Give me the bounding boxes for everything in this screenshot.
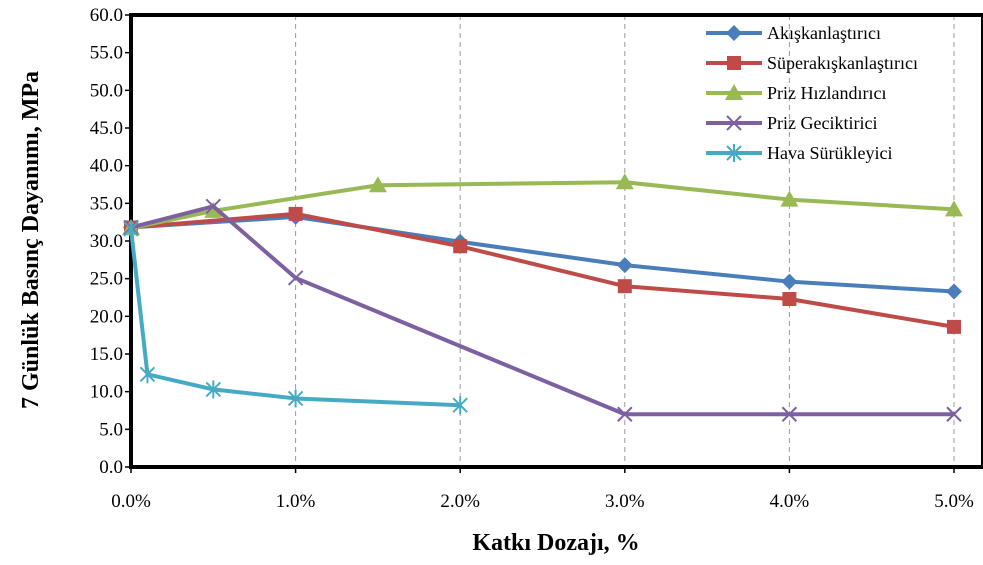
data-point-marker <box>946 283 962 300</box>
marker-stroke <box>287 270 304 286</box>
legend-label: Akışkanlaştırıcı <box>767 23 881 43</box>
legend-label: Süperakışkanlaştırıcı <box>767 53 918 73</box>
legend-entry: Priz Geciktirici <box>706 113 877 133</box>
y-tick-label: 40.0 <box>90 156 123 177</box>
data-point-marker <box>946 406 962 422</box>
series-line <box>130 180 955 231</box>
y-tick-label: 50.0 <box>90 80 123 101</box>
marker-stroke <box>726 115 742 131</box>
marker-stroke <box>946 406 962 422</box>
data-point-marker <box>288 206 303 221</box>
marker-stroke <box>617 406 633 422</box>
data-point-marker <box>781 406 798 422</box>
data-point-marker <box>727 56 741 70</box>
y-tick-label: 5.0 <box>99 419 123 440</box>
data-point-marker <box>780 190 799 207</box>
x-tick-label: 3.0% <box>605 491 645 512</box>
x-tick-label: 0.0% <box>111 491 151 512</box>
data-point-marker <box>617 406 633 422</box>
data-point-marker <box>725 84 743 100</box>
data-point-marker <box>287 389 304 408</box>
data-point-marker <box>368 176 387 193</box>
legend-label: Priz Geciktirici <box>767 113 877 133</box>
series-line <box>130 211 955 329</box>
data-point-marker <box>726 115 742 131</box>
x-tick-label: 2.0% <box>440 491 480 512</box>
y-tick-label: 20.0 <box>90 306 123 327</box>
y-tick-label: 60.0 <box>90 5 123 26</box>
legend-label: Priz Hızlandırıcı <box>767 83 886 103</box>
y-tick-label: 25.0 <box>90 269 123 290</box>
y-tick-label: 55.0 <box>90 43 123 64</box>
y-tick-label: 30.0 <box>90 231 123 252</box>
marker-stroke <box>205 198 222 215</box>
legend-entry: Hava Sürükleyici <box>706 143 892 163</box>
series-line <box>130 214 955 294</box>
data-point-marker <box>781 273 798 290</box>
data-point-marker <box>947 319 961 334</box>
data-point-marker <box>287 270 304 286</box>
data-point-marker <box>615 173 634 190</box>
x-axis-title: Katkı Dozajı, % <box>472 530 639 556</box>
series-group <box>122 173 963 422</box>
series-asterisk <box>123 219 468 415</box>
y-axis-title: 7 Günlük Basınç Dayanımı, MPa <box>18 71 44 409</box>
data-point-marker <box>726 144 742 162</box>
y-tick-label: 45.0 <box>90 118 123 139</box>
series-x <box>123 198 962 422</box>
legend-entry: Süperakışkanlaştırıcı <box>706 53 918 73</box>
data-point-marker <box>205 380 222 399</box>
legend-entry: Akışkanlaştırıcı <box>706 23 881 43</box>
data-point-marker <box>782 292 797 307</box>
y-tick-label: 35.0 <box>90 193 123 214</box>
data-point-marker <box>945 200 963 217</box>
x-tick-label: 1.0% <box>276 491 316 512</box>
marker-stroke <box>781 406 798 422</box>
x-tick-label: 5.0% <box>934 491 974 512</box>
data-point-marker <box>452 396 468 415</box>
data-point-marker <box>205 198 222 215</box>
y-tick-label: 0.0 <box>99 457 123 478</box>
legend-label: Hava Sürükleyici <box>767 143 892 163</box>
data-point-marker <box>204 201 223 218</box>
data-point-marker <box>726 25 742 41</box>
data-point-marker <box>616 257 633 274</box>
y-tick-label: 10.0 <box>90 382 123 403</box>
data-point-marker <box>453 239 468 254</box>
x-tick-label: 4.0% <box>770 491 810 512</box>
legend-entry: Priz Hızlandırıcı <box>706 83 886 103</box>
axes: 0.0 5.0 10.0 15.0 20.0 25.0 30.0 35.0 40.0 45.0 50… <box>90 5 974 512</box>
series-line <box>130 204 954 417</box>
legend: Akışkanlaştırıcı Süperakışkanlaştırıcı Pri… <box>706 23 918 163</box>
data-point-marker <box>617 279 632 294</box>
data-point-marker <box>139 365 156 384</box>
data-point-marker <box>123 219 139 238</box>
y-tick-label: 15.0 <box>90 344 123 365</box>
